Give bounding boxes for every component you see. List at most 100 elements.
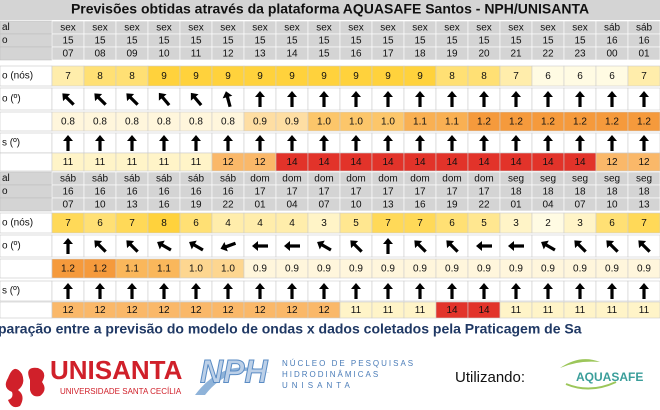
direction-arrow xyxy=(607,91,617,107)
direction-arrow xyxy=(127,135,137,151)
direction-arrow xyxy=(62,93,75,106)
cell-value: 3 xyxy=(513,218,519,229)
unisanta-name: UNISANTA xyxy=(50,355,183,385)
row-label: s (º) xyxy=(2,138,20,149)
caption: paração entre a previsão do modelo de on… xyxy=(0,321,582,337)
direction-arrow xyxy=(94,93,107,106)
cell-value: sáb xyxy=(156,174,173,185)
cell-value: 0.9 xyxy=(253,117,267,128)
cell-value: 8 xyxy=(129,71,135,82)
cell-value: 07 xyxy=(62,49,74,60)
row-label: o (nós) xyxy=(2,71,33,82)
cell-value: 15 xyxy=(222,36,234,47)
cell-value: 19 xyxy=(446,49,458,60)
cell-value: 12 xyxy=(638,157,650,168)
cell-value: 0.8 xyxy=(61,117,75,128)
nph-line: NÚCLEO DE PESQUISAS xyxy=(282,359,415,368)
unisanta-subtitle: UNIVERSIDADE SANTA CECÍLIA xyxy=(60,387,182,396)
direction-arrow xyxy=(287,91,297,107)
direction-arrow xyxy=(319,91,329,107)
cell-value: seg xyxy=(572,174,588,185)
cell-value: 7 xyxy=(65,218,71,229)
cell-value: dom xyxy=(282,174,301,185)
cell-value: dom xyxy=(250,174,269,185)
direction-arrow xyxy=(508,241,524,251)
direction-arrow xyxy=(220,241,237,252)
row-label-cell xyxy=(0,184,53,199)
cell-value: 10 xyxy=(158,49,170,60)
cell-value: 9 xyxy=(161,71,167,82)
cell-value: 9 xyxy=(193,71,199,82)
cell-value: 16 xyxy=(222,187,234,198)
row-label-cell xyxy=(0,33,53,48)
cell-value: 16 xyxy=(638,36,650,47)
cell-value: 11 xyxy=(639,305,650,316)
cell-value: dom xyxy=(346,174,365,185)
cell-value: 14 xyxy=(414,157,426,168)
cell-value: 13 xyxy=(638,200,650,211)
cell-value: 9 xyxy=(353,71,359,82)
cell-value: 14 xyxy=(286,157,298,168)
direction-arrow xyxy=(222,91,233,108)
cell-value: 15 xyxy=(350,36,362,47)
cell-value: 15 xyxy=(94,36,106,47)
direction-arrow xyxy=(350,240,363,253)
cell-value: 5 xyxy=(353,218,359,229)
direction-arrow xyxy=(94,240,107,253)
cell-value: sex xyxy=(92,23,108,34)
cell-value: 17 xyxy=(414,187,426,198)
direction-arrow xyxy=(446,240,459,253)
direction-arrow xyxy=(127,283,137,299)
direction-arrow xyxy=(575,91,585,107)
cell xyxy=(627,65,660,87)
cell-value: 16 xyxy=(190,187,202,198)
row-label: o (º) xyxy=(2,94,21,105)
cell-value: 14 xyxy=(478,305,490,316)
cell-value: 14 xyxy=(318,157,330,168)
direction-arrow xyxy=(159,135,169,151)
cell-value: 6 xyxy=(545,71,551,82)
cell-value: 17 xyxy=(382,187,394,198)
direction-arrow xyxy=(157,240,172,252)
cell-value: sex xyxy=(252,23,268,34)
direction-arrow xyxy=(223,283,233,299)
direction-arrow xyxy=(639,283,649,299)
row-label: o (º) xyxy=(2,241,21,252)
cell-value: 3 xyxy=(577,218,583,229)
cell-value: 5 xyxy=(481,218,487,229)
cell-value: sáb xyxy=(92,174,109,185)
cell-value: 6 xyxy=(193,218,199,229)
cell-value: 14 xyxy=(382,157,394,168)
cell-value: 16 xyxy=(62,187,74,198)
cell-value: 8 xyxy=(481,71,487,82)
cell-value: 16 xyxy=(350,49,362,60)
cell-value: 0.9 xyxy=(637,264,651,275)
direction-arrow xyxy=(511,283,521,299)
cell-value: 9 xyxy=(225,71,231,82)
cell-value: 22 xyxy=(478,200,490,211)
cell-value: 2 xyxy=(545,218,551,229)
cell-value: 6 xyxy=(609,71,615,82)
cell-value: 07 xyxy=(318,200,330,211)
cell xyxy=(627,301,660,319)
cell-value: 1.2 xyxy=(605,117,619,128)
nph-line: UNISANTA xyxy=(282,381,354,390)
cell-value: 15 xyxy=(318,49,330,60)
direction-arrow xyxy=(317,240,332,252)
cell-value: 23 xyxy=(574,49,586,60)
cell xyxy=(627,152,660,172)
cell-value: sáb xyxy=(60,174,77,185)
direction-arrow xyxy=(575,135,585,151)
cell-value: 09 xyxy=(126,49,138,60)
cell-value: 18 xyxy=(574,187,586,198)
cell-value: 1.1 xyxy=(413,117,427,128)
cell-value: 9 xyxy=(417,71,423,82)
direction-arrow xyxy=(479,135,489,151)
row-label-cell xyxy=(0,258,53,279)
row-label-cell xyxy=(0,197,53,212)
aquasafe-name: AQUASAFE xyxy=(576,370,643,384)
seahorse-icon xyxy=(28,367,45,397)
cell-value: 7 xyxy=(385,218,391,229)
cell-value: 0.9 xyxy=(477,264,491,275)
